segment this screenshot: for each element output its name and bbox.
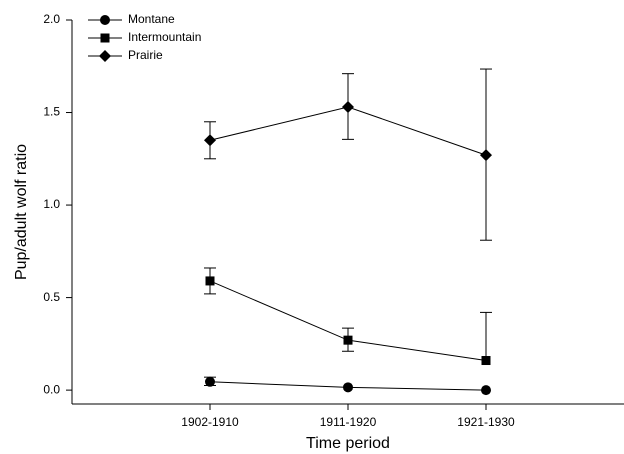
y-tick-label: 0.0 <box>43 382 60 396</box>
y-axis-title: Pup/adult wolf ratio <box>13 144 30 280</box>
y-tick-label: 1.0 <box>43 197 60 211</box>
legend-marker <box>100 33 110 43</box>
y-tick-label: 1.5 <box>43 105 60 119</box>
legend-marker <box>99 50 111 62</box>
data-point <box>342 100 354 113</box>
data-point <box>205 276 215 286</box>
data-point <box>481 356 491 366</box>
data-point <box>481 385 491 396</box>
data-point <box>204 134 216 147</box>
data-point <box>343 335 353 345</box>
data-point <box>480 149 492 162</box>
legend-marker <box>100 15 110 25</box>
legend-label: Intermountain <box>128 30 201 44</box>
y-tick-label: 0.5 <box>43 290 60 304</box>
x-tick-label: 1921-1930 <box>457 415 515 429</box>
legend-label: Montane <box>128 12 175 26</box>
y-tick-label: 2.0 <box>43 12 60 26</box>
x-axis-title: Time period <box>306 435 390 452</box>
data-point <box>343 382 353 393</box>
data-point <box>205 376 215 387</box>
x-tick-label: 1911-1920 <box>320 415 377 429</box>
legend-label: Prairie <box>128 48 163 62</box>
x-tick-label: 1902-1910 <box>181 415 239 429</box>
